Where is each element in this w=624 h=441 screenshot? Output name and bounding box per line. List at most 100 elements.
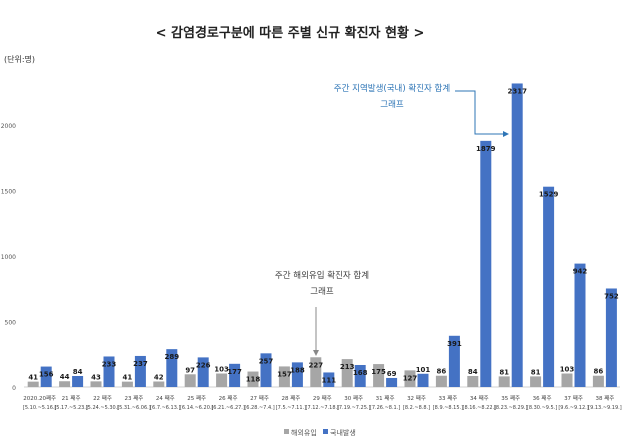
x-tick-sublabel: [7.26.~8.1.] — [370, 405, 400, 411]
x-tick-sublabel: [7.19.~7.25.] — [337, 405, 371, 411]
bar-imported — [498, 376, 510, 387]
x-tick-label: 36 째주 — [533, 394, 552, 402]
x-tick-label: 35 째주 — [501, 394, 520, 402]
bar-domestic — [166, 349, 178, 387]
bar-imported — [278, 366, 290, 387]
x-tick-label: 34 째주 — [470, 394, 489, 402]
x-tick-sublabel: [9.13.~9.19.] — [588, 405, 622, 411]
data-label: 84 — [468, 368, 478, 376]
y-tick-label: 1500 — [1, 189, 16, 196]
x-tick-label: 37 째주 — [564, 394, 583, 402]
bar-imported — [247, 371, 259, 387]
legend-swatch-imported — [284, 429, 289, 434]
annotation-domestic-line1: 주간 지역발생(국내) 확진자 합계 — [334, 83, 450, 94]
bar-domestic — [386, 377, 398, 387]
data-label: 2317 — [507, 87, 527, 95]
data-label: 188 — [290, 366, 305, 374]
x-tick-sublabel: [6.21.~6.27.] — [211, 405, 245, 411]
data-label: 86 — [594, 368, 604, 376]
data-label: 44 — [60, 373, 70, 381]
y-tick-label: 500 — [5, 320, 17, 327]
x-tick-sublabel: [6.28.~7.4.] — [244, 405, 274, 411]
data-label: 86 — [437, 368, 447, 376]
data-label: 101 — [416, 366, 431, 374]
bar-domestic — [229, 363, 241, 387]
bar-imported — [216, 373, 228, 387]
unit-label: (단위:명) — [4, 54, 35, 64]
data-label: 81 — [499, 368, 509, 376]
x-tick-label: 24 째주 — [156, 394, 175, 402]
data-label: 213 — [340, 363, 355, 371]
data-label: 156 — [39, 371, 54, 379]
bar-imported — [530, 376, 542, 387]
bar-domestic — [480, 140, 492, 387]
legend-domestic: 국내발생 — [330, 428, 356, 437]
bar-imported — [561, 373, 573, 387]
bar-domestic — [40, 366, 52, 387]
y-tick-label: 0 — [12, 385, 16, 392]
bar-imported — [59, 381, 71, 387]
bar-domestic — [134, 355, 146, 387]
x-tick-label: 22 째주 — [93, 394, 112, 402]
data-label: 97 — [185, 366, 195, 374]
data-label: 111 — [321, 376, 336, 384]
x-tick-sublabel: [6.7.~6.13.] — [150, 405, 180, 411]
data-label: 177 — [227, 368, 242, 376]
data-label: 257 — [259, 357, 274, 365]
bar-domestic — [574, 263, 586, 387]
annotation-domestic-line2: 그래프 — [380, 100, 404, 110]
x-tick-label: 23 째주 — [124, 394, 143, 402]
data-label: 127 — [403, 374, 418, 382]
x-tick-label: 28 째주 — [281, 394, 300, 402]
x-tick-sublabel: [5.31.~6.06.] — [117, 405, 151, 411]
data-label: 41 — [28, 374, 38, 382]
x-tick-label: 2020.20째주 — [23, 394, 56, 402]
bar-imported — [310, 357, 322, 387]
data-label: 103 — [214, 366, 229, 374]
data-label: 1529 — [539, 191, 559, 199]
x-tick-sublabel: [8.23.~8.29.] — [494, 405, 528, 411]
annotation-domestic-arrow — [455, 90, 503, 135]
y-tick-label: 1000 — [1, 254, 16, 261]
data-label: 391 — [447, 340, 462, 348]
data-label: 289 — [164, 353, 179, 361]
bar-domestic — [354, 364, 366, 387]
legend-imported: 해외유입 — [291, 428, 317, 437]
x-tick-label: 38 째주 — [595, 394, 614, 402]
bar-domestic — [197, 357, 209, 387]
bar-domestic — [103, 356, 115, 387]
data-label: 157 — [277, 370, 292, 378]
bar-domestic — [72, 375, 84, 387]
data-label: 42 — [154, 373, 164, 381]
data-label: 942 — [573, 268, 588, 276]
data-label: 168 — [353, 369, 368, 377]
bar-domestic — [543, 186, 555, 387]
bar-domestic — [448, 335, 460, 387]
x-tick-label: 32 째주 — [407, 394, 426, 402]
data-label: 175 — [371, 368, 386, 376]
y-tick-label: 2000 — [1, 123, 16, 130]
data-label: 41 — [123, 374, 133, 382]
bar-imported — [341, 359, 353, 387]
data-label: 1879 — [476, 145, 496, 153]
annotation-imported-line2: 그래프 — [310, 287, 334, 297]
data-label: 84 — [73, 368, 83, 376]
x-tick-sublabel: [7.5.~7.11.] — [276, 405, 306, 411]
x-tick-label: 31 째주 — [376, 394, 395, 402]
x-tick-label: 30 째주 — [344, 394, 363, 402]
bar-domestic — [605, 288, 617, 387]
data-label: 103 — [560, 366, 575, 374]
x-tick-label: 27 째주 — [250, 394, 269, 402]
bar-imported — [90, 381, 102, 387]
bar-imported — [27, 381, 39, 387]
data-label: 43 — [91, 373, 101, 381]
x-tick-label: 26 째주 — [219, 394, 238, 402]
x-tick-label: 21 째주 — [62, 394, 81, 402]
x-tick-label: 25 째주 — [187, 394, 206, 402]
data-label: 752 — [604, 292, 619, 300]
x-tick-sublabel: [9.6.~9.12.] — [558, 405, 588, 411]
x-tick-sublabel: [7.12.~7.18.] — [306, 405, 340, 411]
bar-imported — [467, 375, 479, 387]
bar-imported — [404, 370, 416, 387]
